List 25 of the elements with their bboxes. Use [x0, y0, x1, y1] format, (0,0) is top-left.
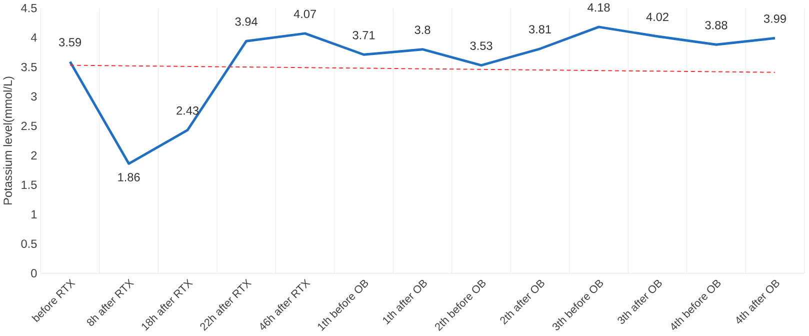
- data-label: 3.94: [235, 17, 258, 26]
- data-label: 3.88: [705, 20, 728, 30]
- y-tick-label: 1: [32, 210, 37, 218]
- data-label: 3.53: [470, 42, 492, 50]
- data-label: 2.43: [176, 106, 199, 115]
- data-label: 3.71: [352, 30, 375, 40]
- data-label: 4.07: [294, 10, 316, 18]
- y-tick-label: 2: [31, 151, 37, 160]
- y-tick-label: 0: [31, 268, 37, 278]
- line-series: [70, 64, 776, 73]
- data-label: 3.99: [764, 14, 786, 23]
- y-tick-label: 3.5: [21, 62, 37, 72]
- data-label: 3.8: [414, 26, 430, 34]
- y-tick-label: 4.5: [21, 4, 37, 12]
- data-label: 1.86: [118, 172, 140, 182]
- y-tick-label: 2.5: [21, 122, 37, 130]
- data-label: 4.18: [588, 3, 610, 12]
- y-tick-label: 4: [30, 33, 37, 42]
- data-label: 3.59: [59, 38, 82, 46]
- y-axis-title: Potassium level(mmol/L): [3, 76, 14, 204]
- data-label: 3.81: [528, 25, 551, 34]
- data-label: 4.02: [646, 12, 668, 22]
- y-tick-label: 0.5: [21, 240, 37, 248]
- y-tick-label: 3: [31, 92, 37, 101]
- y-tick-label: 1.5: [22, 180, 37, 189]
